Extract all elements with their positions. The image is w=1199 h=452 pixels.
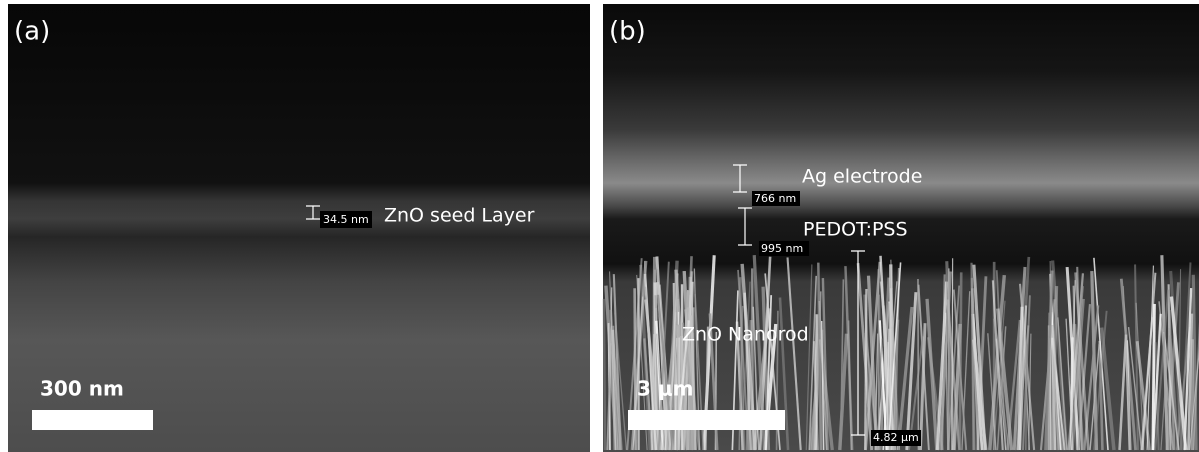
measurement: 34.5 nm — [323, 213, 369, 226]
panel-b: (b) 766 nm 995 nm 4.82 μm Ag electrode P… — [603, 4, 1199, 452]
annotation: Ag electrode — [802, 166, 922, 188]
scale-label: 3 μm — [637, 377, 693, 401]
panel-label: (b) — [609, 17, 646, 47]
nanorod — [960, 272, 961, 450]
nanorod — [952, 258, 953, 450]
scale-bar — [32, 410, 153, 430]
measurement: 4.82 μm — [873, 431, 919, 444]
annotation: PEDOT:PSS — [803, 219, 908, 241]
measurement: 766 nm — [754, 192, 796, 205]
annotation: ZnO Nanorod — [682, 324, 809, 346]
annotation: ZnO seed Layer — [384, 205, 535, 227]
panel-label: (a) — [14, 17, 50, 47]
figure: (a) 34.5 nm ZnO seed Layer 300 nm (b) 76… — [0, 0, 1199, 452]
measurement: 995 nm — [761, 242, 803, 255]
scale-bar — [628, 410, 785, 430]
nanorod — [604, 299, 605, 450]
scale-label: 300 nm — [40, 377, 124, 401]
panel-a: (a) 34.5 nm ZnO seed Layer 300 nm — [8, 4, 590, 452]
